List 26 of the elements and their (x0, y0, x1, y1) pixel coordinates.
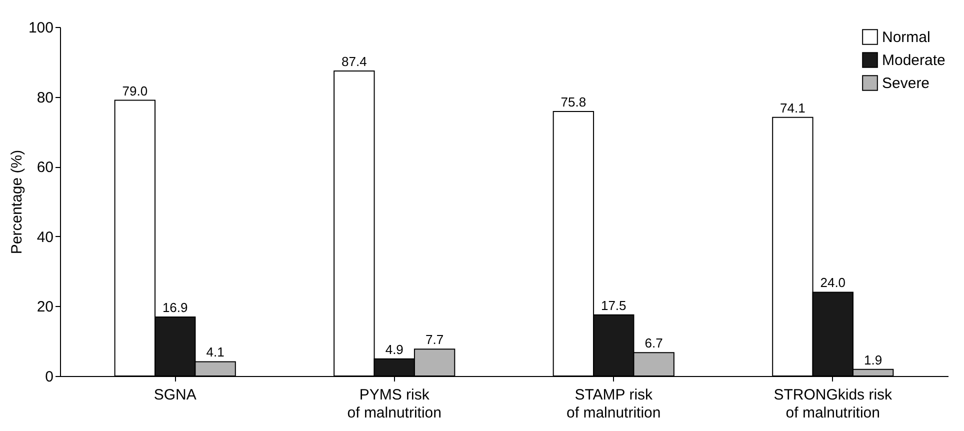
x-tick-label: STRONGkids risk of malnutrition (774, 386, 893, 422)
y-tick-label: 40 (36, 228, 54, 246)
legend-label: Normal (882, 29, 930, 46)
data-label: 16.9 (162, 300, 188, 316)
legend-label: Moderate (882, 52, 946, 69)
data-label: 1.9 (864, 352, 882, 368)
y-tick-label: 20 (36, 298, 54, 316)
data-label: 75.8 (560, 94, 586, 110)
data-label: 79.0 (122, 83, 148, 98)
x-tick-label: PYMS risk of malnutrition (347, 386, 442, 422)
data-label: 4.9 (385, 342, 404, 357)
data-label: 4.1 (206, 344, 224, 360)
data-label: 6.7 (644, 336, 663, 351)
data-label: 17.5 (600, 298, 626, 313)
y-axis-title: Percentage (%) (8, 150, 26, 254)
data-label: 24.0 (820, 275, 846, 290)
y-tick-label: 100 (28, 20, 54, 36)
x-tick-label: SGNA (154, 386, 196, 404)
data-label: 87.4 (342, 54, 367, 69)
x-tick-label: STAMP risk of malnutrition (566, 386, 661, 422)
y-tick-label: 0 (45, 368, 54, 386)
y-tick-label: 60 (36, 159, 54, 176)
y-tick-label: 80 (36, 89, 54, 106)
data-label: 7.7 (426, 332, 444, 348)
legend-label: Severe (882, 75, 930, 92)
data-label: 74.1 (780, 100, 806, 116)
